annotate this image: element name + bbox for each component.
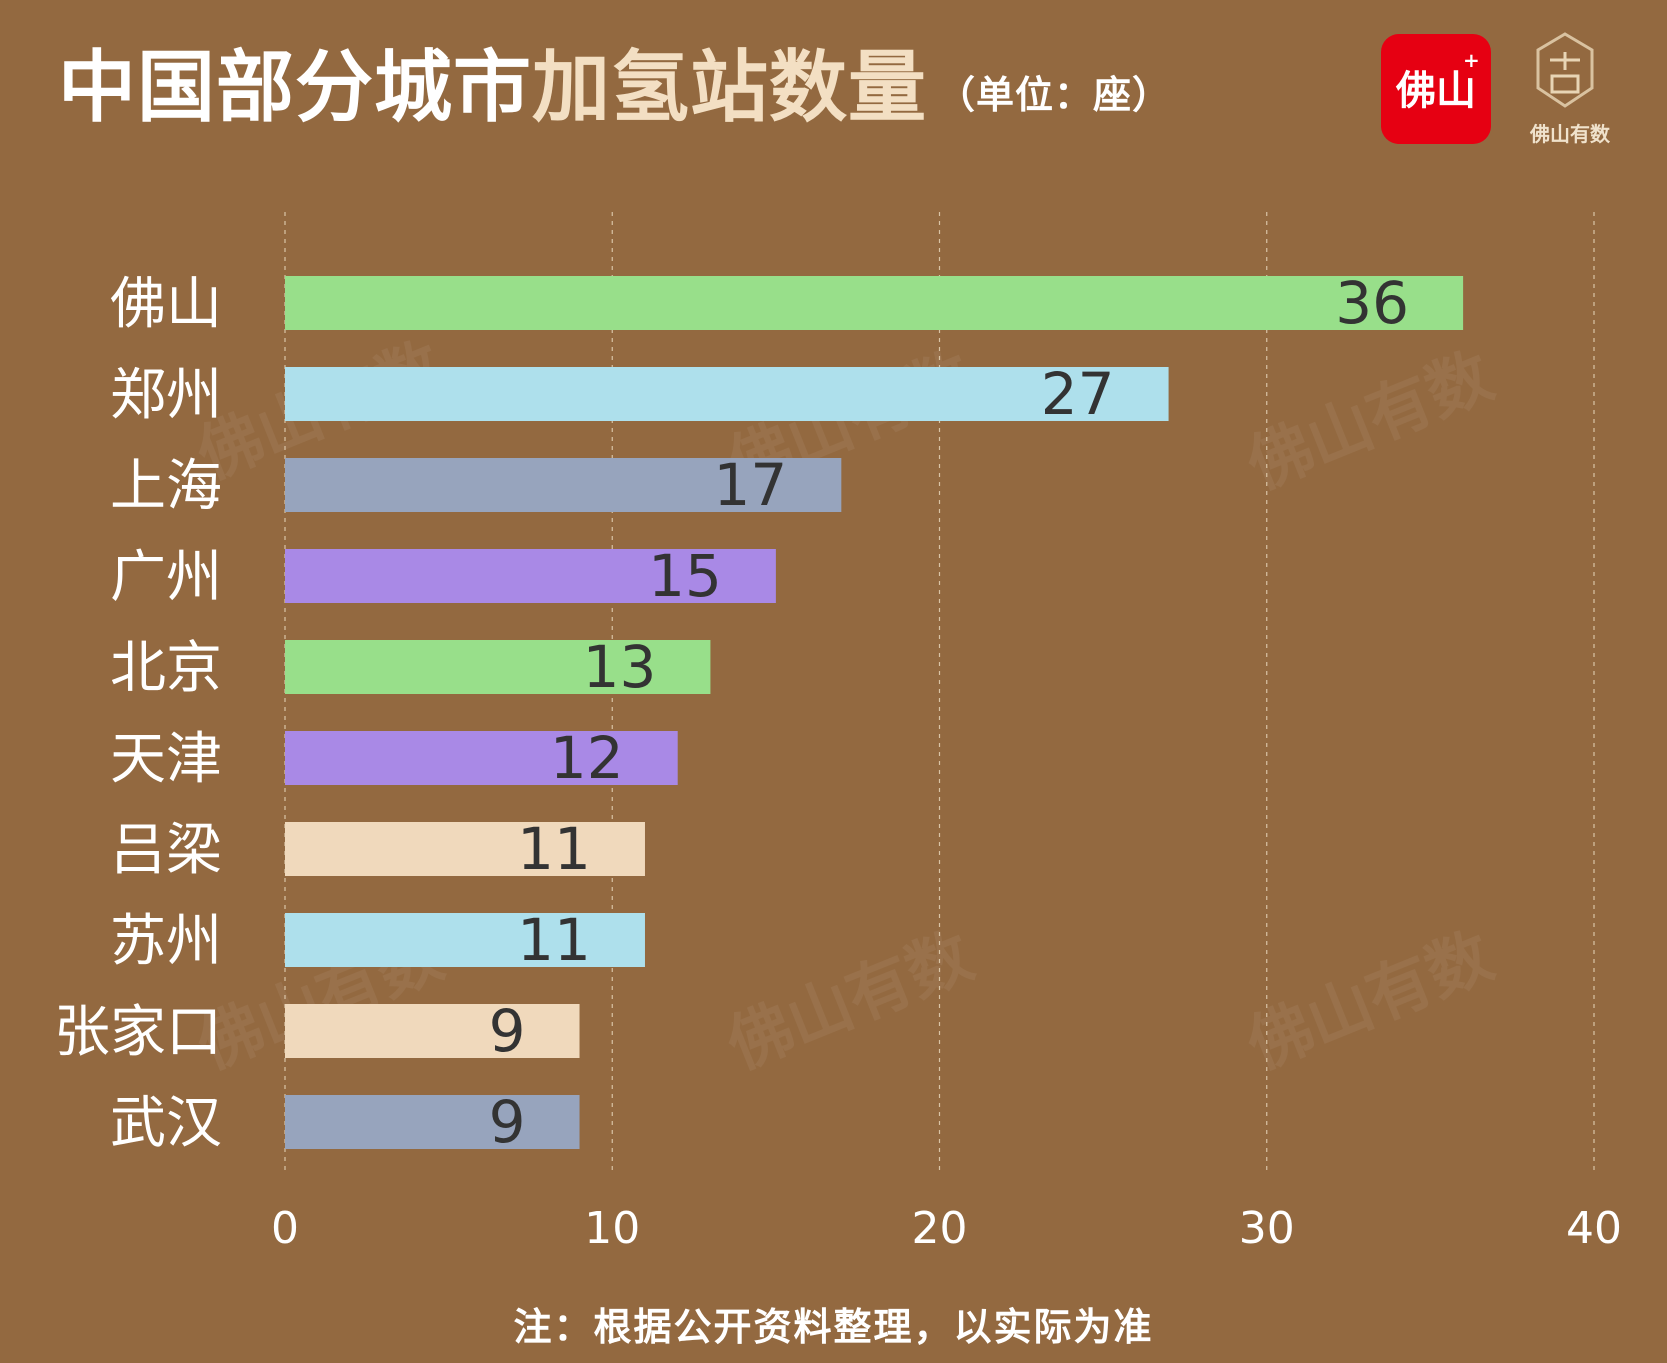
y-category-label: 佛山	[110, 272, 222, 337]
data-label: 36	[1335, 269, 1409, 337]
y-category-label: 吕梁	[110, 818, 222, 883]
bar	[285, 640, 711, 694]
y-category-label: 武汉	[110, 1091, 222, 1156]
logo-badge-plus: +	[1463, 48, 1480, 72]
data-label: 11	[517, 815, 591, 883]
y-category-label: 苏州	[110, 909, 222, 974]
y-category-label: 郑州	[110, 363, 222, 428]
data-label: 17	[714, 451, 788, 519]
y-category-label: 天津	[110, 727, 222, 792]
title-part1: 中国部分城市	[58, 43, 533, 133]
x-tick-label: 40	[1566, 1203, 1622, 1254]
y-category-label: 北京	[110, 636, 222, 701]
bar	[285, 458, 842, 512]
x-tick-label: 20	[912, 1203, 968, 1254]
data-label: 27	[1041, 360, 1115, 428]
bar	[285, 367, 1169, 421]
data-label: 13	[583, 633, 657, 701]
bar	[285, 1095, 580, 1149]
chart-title: 中国部分城市加氢站数量 （单位：座）	[58, 38, 1171, 145]
y-category-label: 张家口	[54, 1000, 222, 1065]
footnote: 注：根据公开资料整理，以实际为准	[513, 1305, 1154, 1349]
bar	[285, 731, 678, 785]
x-tick-label: 10	[584, 1203, 640, 1254]
x-tick-label: 0	[271, 1203, 299, 1254]
logo-badge-text: 佛山	[1396, 67, 1476, 114]
data-label: 15	[648, 542, 722, 610]
bar	[285, 276, 1464, 330]
title-highlight: 加氢站数量	[532, 43, 928, 133]
brand-name: 佛山有数	[1530, 122, 1610, 146]
title-unit: （单位：座）	[937, 73, 1172, 117]
brand-emblem-icon	[1536, 32, 1594, 108]
data-label: 9	[489, 997, 526, 1065]
x-tick-label: 30	[1239, 1203, 1295, 1254]
data-label: 12	[550, 724, 624, 792]
y-category-label: 广州	[110, 545, 222, 610]
data-label: 9	[489, 1088, 526, 1156]
bar	[285, 549, 776, 603]
data-label: 11	[517, 906, 591, 974]
y-category-label: 上海	[110, 454, 222, 519]
bar-chart: 0 10 20 30 40 佛山 36 郑州 27 上海 17 广州 15 北京 13 天津 12 吕梁 11 苏州 1…	[54, 212, 1622, 1254]
bar	[285, 822, 645, 876]
bar	[285, 1004, 580, 1058]
foshan-plus-logo: 佛山 +	[1381, 34, 1491, 144]
bar	[285, 913, 645, 967]
